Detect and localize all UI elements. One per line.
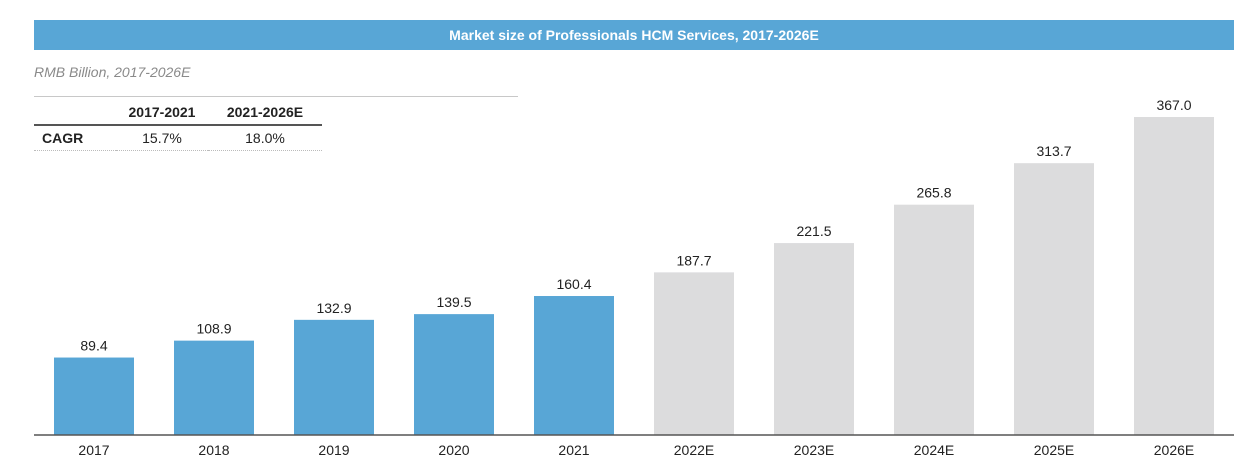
value-label-2023e: 221.5	[796, 223, 831, 239]
value-label-2022e: 187.7	[676, 252, 711, 268]
x-tick-label-2023e: 2023E	[794, 442, 834, 458]
x-tick-label-2021: 2021	[558, 442, 589, 458]
value-label-2025e: 313.7	[1036, 143, 1071, 159]
table-top-rule	[34, 96, 518, 97]
bar-2019	[294, 319, 374, 435]
bar-2017	[54, 357, 134, 435]
cagr-row-label: CAGR	[42, 130, 84, 146]
cagr-table-row: CAGR 15.7% 18.0%	[34, 125, 322, 151]
bar-2020	[414, 314, 494, 435]
x-tick-label-2019: 2019	[318, 442, 349, 458]
bar-2022e	[654, 272, 734, 435]
value-label-2026e: 367.0	[1156, 97, 1191, 113]
value-label-2019: 132.9	[316, 300, 351, 316]
cagr-value-2: 18.0%	[245, 130, 285, 146]
x-tick-label-2024e: 2024E	[914, 442, 954, 458]
value-label-2020: 139.5	[436, 294, 471, 310]
x-tick-label-2022e: 2022E	[674, 442, 714, 458]
bar-2018	[174, 340, 254, 435]
bar-2021	[534, 296, 614, 435]
x-tick-labels-group: 2017 2018 2019 2020 2021 2022E 2023E 2024E 2025E…	[78, 442, 1194, 458]
value-label-2024e: 265.8	[916, 185, 951, 201]
bar-2024e	[894, 204, 974, 435]
value-label-2018: 108.9	[196, 321, 231, 337]
bar-2025e	[1014, 163, 1094, 435]
bar-2023e	[774, 243, 854, 435]
x-tick-label-2017: 2017	[78, 442, 109, 458]
cagr-table-header-row: 2017-2021 2021-2026E	[34, 100, 322, 125]
chart-title: Market size of Professionals HCM Service…	[449, 27, 819, 43]
cagr-value-1: 15.7%	[142, 130, 182, 146]
chart-subtitle: RMB Billion, 2017-2026E	[34, 64, 191, 80]
x-tick-label-2018: 2018	[198, 442, 229, 458]
value-label-2017: 89.4	[80, 338, 107, 354]
x-tick-label-2026e: 2026E	[1154, 442, 1194, 458]
cagr-period-1-header: 2017-2021	[128, 104, 196, 120]
value-label-2021: 160.4	[556, 276, 591, 292]
x-tick-label-2025e: 2025E	[1034, 442, 1074, 458]
value-labels-group: 89.4 108.9 132.9 139.5 160.4 187.7 221.5 265.8 3…	[80, 97, 1191, 354]
x-tick-label-2020: 2020	[438, 442, 469, 458]
chart-title-bar: Market size of Professionals HCM Service…	[34, 20, 1234, 50]
cagr-period-2-header: 2021-2026E	[226, 104, 304, 120]
bar-2026e	[1134, 117, 1214, 435]
cagr-table: 2017-2021 2021-2026E CAGR 15.7% 18.0%	[34, 100, 322, 151]
bars-group	[54, 117, 1214, 435]
